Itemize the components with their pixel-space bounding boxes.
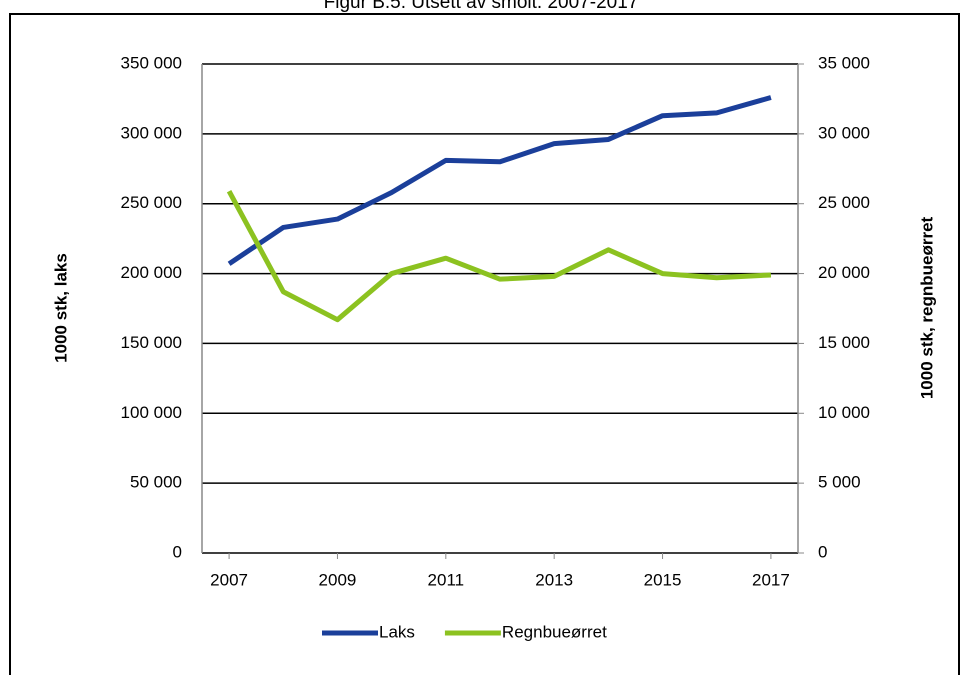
y-tick-label: 300 000 <box>121 123 182 142</box>
x-tick-label: 2009 <box>319 570 357 589</box>
x-tick-label: 2007 <box>210 570 248 589</box>
y2-tick-label: 20 000 <box>818 263 870 282</box>
y-tick-label: 50 000 <box>130 473 182 492</box>
x-tick-label: 2013 <box>535 570 573 589</box>
y-tick-label: 350 000 <box>121 53 182 72</box>
y2-tick-label: 25 000 <box>818 193 870 212</box>
x-tick-label: 2011 <box>428 570 465 589</box>
chart-title: Figur B.5. Utsett av smolt. 2007-2017 <box>324 0 639 13</box>
series-line <box>227 95 772 266</box>
y-tick-label: 0 <box>173 542 182 561</box>
y2-tick-label: 10 000 <box>818 403 870 422</box>
y-tick-label: 100 000 <box>121 403 182 422</box>
y2-tick-label: 35 000 <box>818 53 870 72</box>
series-line <box>226 189 772 323</box>
legend-label: Laks <box>379 622 415 641</box>
y2-axis-label: 1000 stk, regnbueørret <box>917 216 936 399</box>
y2-tick-label: 0 <box>818 542 827 561</box>
y-tick-label: 200 000 <box>121 263 182 282</box>
x-tick-label: 2015 <box>644 570 682 589</box>
y2-tick-label: 15 000 <box>818 333 870 352</box>
y2-tick-label: 5 000 <box>818 473 861 492</box>
x-tick-label: 2017 <box>752 570 790 589</box>
y-axis-label: 1000 stk, laks <box>51 253 70 363</box>
y-tick-label: 250 000 <box>121 193 182 212</box>
y2-tick-label: 30 000 <box>818 123 870 142</box>
y-tick-label: 150 000 <box>121 333 182 352</box>
legend-label: Regnbueørret <box>502 622 607 641</box>
frame <box>9 13 960 675</box>
